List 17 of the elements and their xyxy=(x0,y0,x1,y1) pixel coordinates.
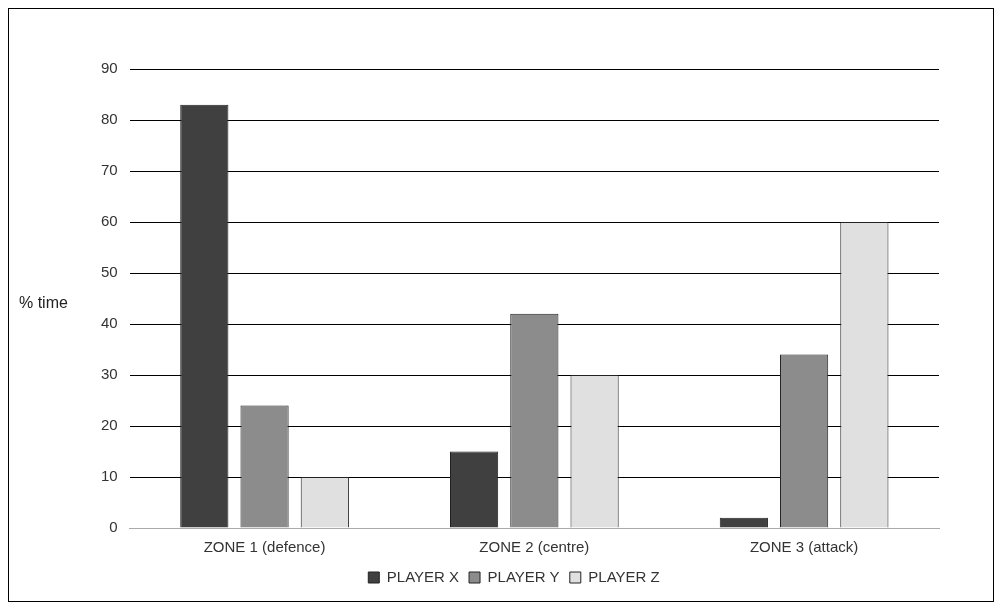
legend-label: PLAYER Y xyxy=(487,567,560,585)
y-tick-label: 20 xyxy=(101,416,118,434)
y-tick-label: 0 xyxy=(109,518,118,536)
y-tick-label: 70 xyxy=(101,161,118,179)
y-tick-label: 50 xyxy=(101,263,118,281)
legend-label: PLAYER X xyxy=(386,567,460,585)
x-tick-label: ZONE 1 (defence) xyxy=(203,538,326,556)
y-tick-label: 40 xyxy=(101,314,118,332)
y-tick-label: 30 xyxy=(101,365,118,383)
x-tick-label: ZONE 2 (centre) xyxy=(479,538,590,556)
y-tick-label: 80 xyxy=(101,110,118,128)
y-tick-label: 60 xyxy=(101,212,118,230)
y-axis-title: % time xyxy=(19,293,68,311)
x-tick-label: ZONE 3 (attack) xyxy=(749,538,859,556)
legend-label: PLAYER Z xyxy=(588,567,660,585)
y-tick-label: 90 xyxy=(101,59,118,77)
y-tick-label: 10 xyxy=(101,467,118,485)
